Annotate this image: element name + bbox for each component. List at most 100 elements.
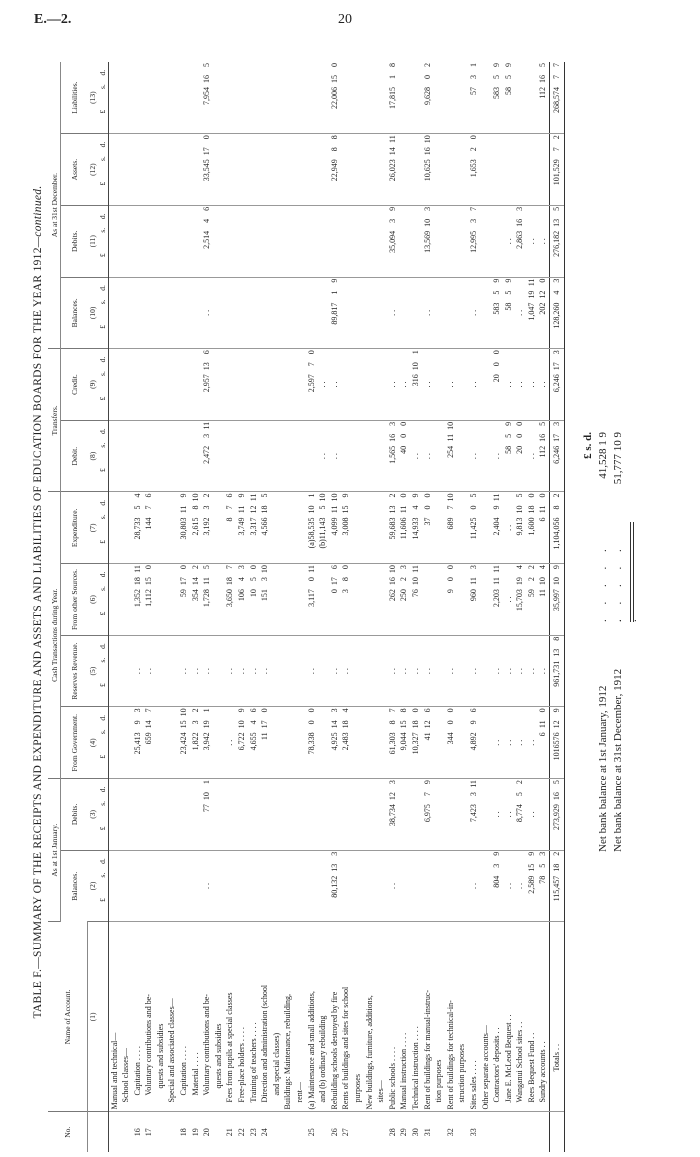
col-units: £ s. d. <box>97 62 108 134</box>
shillings: 19 <box>526 290 536 299</box>
table-row: School classes— <box>120 62 132 1152</box>
money-cell <box>131 850 144 922</box>
account-name: Other separate accounts— <box>479 921 492 1112</box>
shillings: 9 <box>492 505 502 510</box>
money-cell <box>479 706 492 779</box>
money-cell: 6 11 0 <box>537 491 550 564</box>
shillings: 18 <box>410 720 420 729</box>
pounds: 11,425 <box>468 517 478 540</box>
money-cell <box>108 563 121 636</box>
pounds: 2,203 <box>492 589 502 608</box>
money-cell <box>131 205 144 278</box>
unit-label: s. <box>98 442 107 448</box>
pounds: 4,566 <box>260 517 270 536</box>
money-cell: 59 2 2 <box>525 563 538 636</box>
row-number <box>456 1112 468 1152</box>
money-cell: 3,008 15 9 <box>340 491 352 564</box>
pence: 11 <box>132 565 142 573</box>
money-cell <box>433 420 445 492</box>
rotated-table-page: TABLE F.—SUMMARY OF THE RECEIPTS AND EXP… <box>28 52 648 1152</box>
pence: 11 <box>492 565 502 573</box>
money-cell <box>363 277 376 349</box>
pence: 11 <box>526 278 536 287</box>
shillings: 3 <box>260 577 270 582</box>
money-cell: . . <box>340 635 352 707</box>
col-header-label: Balances. <box>60 277 87 349</box>
money-cell: . . <box>421 348 434 421</box>
pence: 7 <box>468 206 478 211</box>
row-number <box>317 1112 329 1152</box>
pounds: 59 <box>526 589 536 598</box>
col-header-label: Credit. <box>60 348 87 421</box>
shillings: 12 <box>248 505 258 514</box>
pounds: 6,975 <box>422 804 432 823</box>
pence: 3 <box>552 350 562 355</box>
shillings: 13 <box>552 648 562 657</box>
money-cell: 76 10 11 <box>409 563 422 636</box>
money-cell: . . <box>525 635 538 707</box>
shillings: 19 <box>202 720 212 729</box>
money-cell: . . <box>491 778 503 851</box>
money-cell <box>259 420 271 492</box>
pence: 4 <box>341 708 351 713</box>
money-cell: 961,731 13 8 <box>549 635 565 707</box>
pence: 0 <box>538 278 548 283</box>
unit-label: d. <box>98 714 107 721</box>
money-cell <box>224 850 237 922</box>
pence: 6 <box>422 708 432 713</box>
col-header-label: Assets. <box>60 133 87 206</box>
footer-units: £ s. d. <box>582 432 595 459</box>
money-cell <box>363 133 376 206</box>
pence: 2 <box>552 135 562 140</box>
pounds: 2,404 <box>492 517 502 536</box>
pounds: 77 <box>202 804 212 813</box>
pence: 1 <box>410 350 420 355</box>
money-cell <box>212 778 225 851</box>
col-number: (10) <box>87 277 98 349</box>
unit-label: £ <box>98 826 107 831</box>
row-number: 21 <box>225 1128 235 1137</box>
money-cell <box>491 205 503 278</box>
shillings: 0 <box>422 75 432 79</box>
money-cell: 151 3 10 <box>259 563 271 636</box>
pounds: 6 <box>538 732 548 737</box>
money-cell: 1,352 18 11 <box>131 563 144 636</box>
shillings: 13 <box>552 218 562 227</box>
shillings: 16 <box>387 577 397 586</box>
money-cell <box>328 778 341 851</box>
pence: 3 <box>422 206 432 211</box>
shillings: 5 <box>538 863 548 868</box>
pence: 2 <box>422 63 432 67</box>
money-cell <box>143 850 155 922</box>
money-cell: . . <box>444 635 457 707</box>
pounds: 151 <box>260 589 270 602</box>
money-cell <box>108 277 121 349</box>
pence: 3 <box>552 421 562 426</box>
money-cell <box>131 348 144 421</box>
money-cell <box>270 778 283 851</box>
money-cell: . . <box>514 277 526 349</box>
shillings: 14 <box>144 720 154 729</box>
footer-double-rule <box>630 522 635 622</box>
money-cell <box>433 563 445 636</box>
money-cell <box>166 348 179 421</box>
pounds: 11 <box>260 732 270 741</box>
pounds: 2,597 <box>306 374 316 393</box>
money-cell <box>154 706 167 779</box>
shillings: 2 <box>526 577 536 582</box>
money-cell <box>456 778 468 851</box>
shillings: 4 <box>202 218 212 223</box>
pence: 10 <box>422 135 432 144</box>
pence: 9 <box>410 493 420 498</box>
row-number <box>480 1112 492 1152</box>
money-cell <box>212 850 225 922</box>
money-cell <box>340 850 352 922</box>
money-cell <box>212 563 225 636</box>
row-number: 20 <box>202 1128 212 1137</box>
money-cell <box>305 420 318 492</box>
table-row: Buildings: Maintenance, rebuilding, <box>282 62 294 1152</box>
pounds: 112 <box>538 445 548 458</box>
money-cell <box>305 133 318 206</box>
money-cell: 58 5 9 <box>502 277 515 349</box>
money-cell <box>479 491 492 564</box>
